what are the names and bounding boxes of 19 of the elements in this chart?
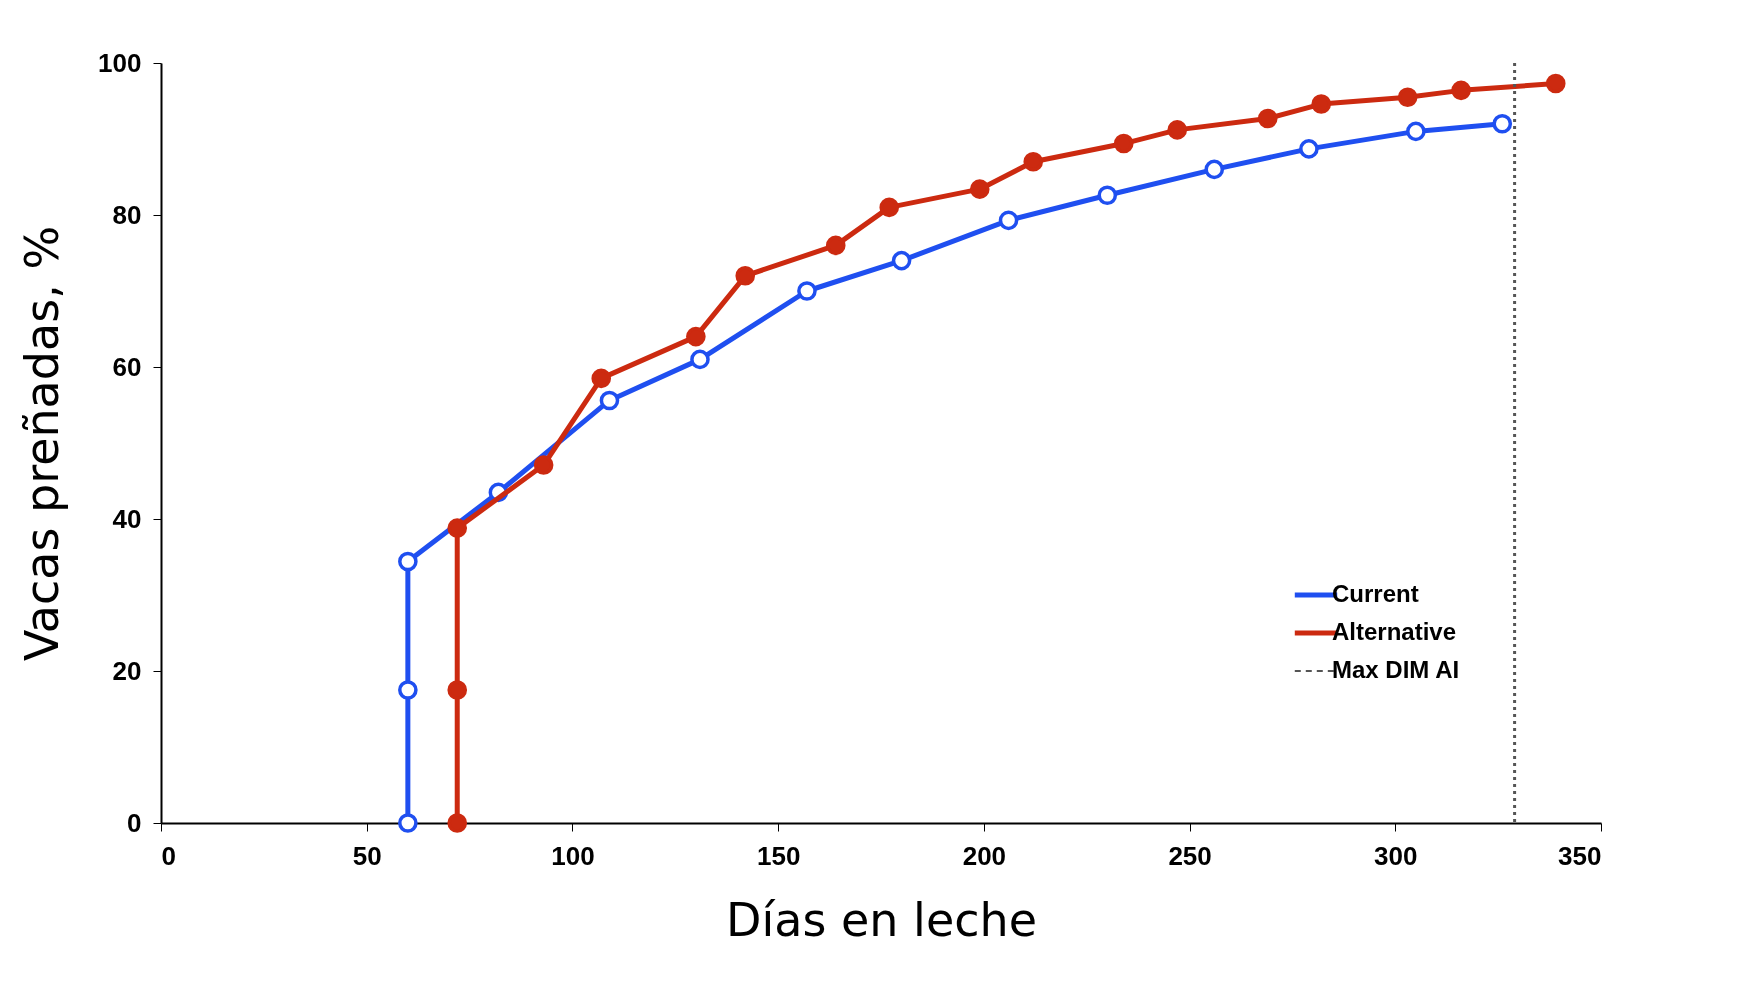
- x-tick-label: 0: [161, 840, 176, 871]
- ref-line-label: Max DIM AI: [1332, 656, 1460, 683]
- legend-label: Alternative: [1332, 618, 1457, 645]
- y-tick-label: 80: [112, 199, 142, 230]
- y-tick-label: 60: [112, 351, 142, 382]
- y-tick-label: 100: [98, 47, 142, 78]
- x-tick-label: 350: [1558, 840, 1602, 871]
- x-tick-label: 100: [551, 840, 595, 871]
- legend-label: Current: [1332, 580, 1419, 607]
- y-tick-label: 20: [112, 655, 142, 686]
- x-tick-label: 150: [756, 840, 801, 871]
- x-tick-label: 50: [352, 840, 382, 871]
- x-axis-title: Días en leche: [726, 892, 1037, 947]
- y-tick-label: 40: [112, 503, 142, 534]
- y-axis-title: Vacas preñadas, %: [15, 225, 70, 662]
- x-tick-label: 250: [1168, 840, 1212, 871]
- x-tick-label: 300: [1374, 840, 1418, 871]
- y-tick-label: 0: [127, 807, 142, 838]
- x-tick-label: 200: [962, 840, 1007, 871]
